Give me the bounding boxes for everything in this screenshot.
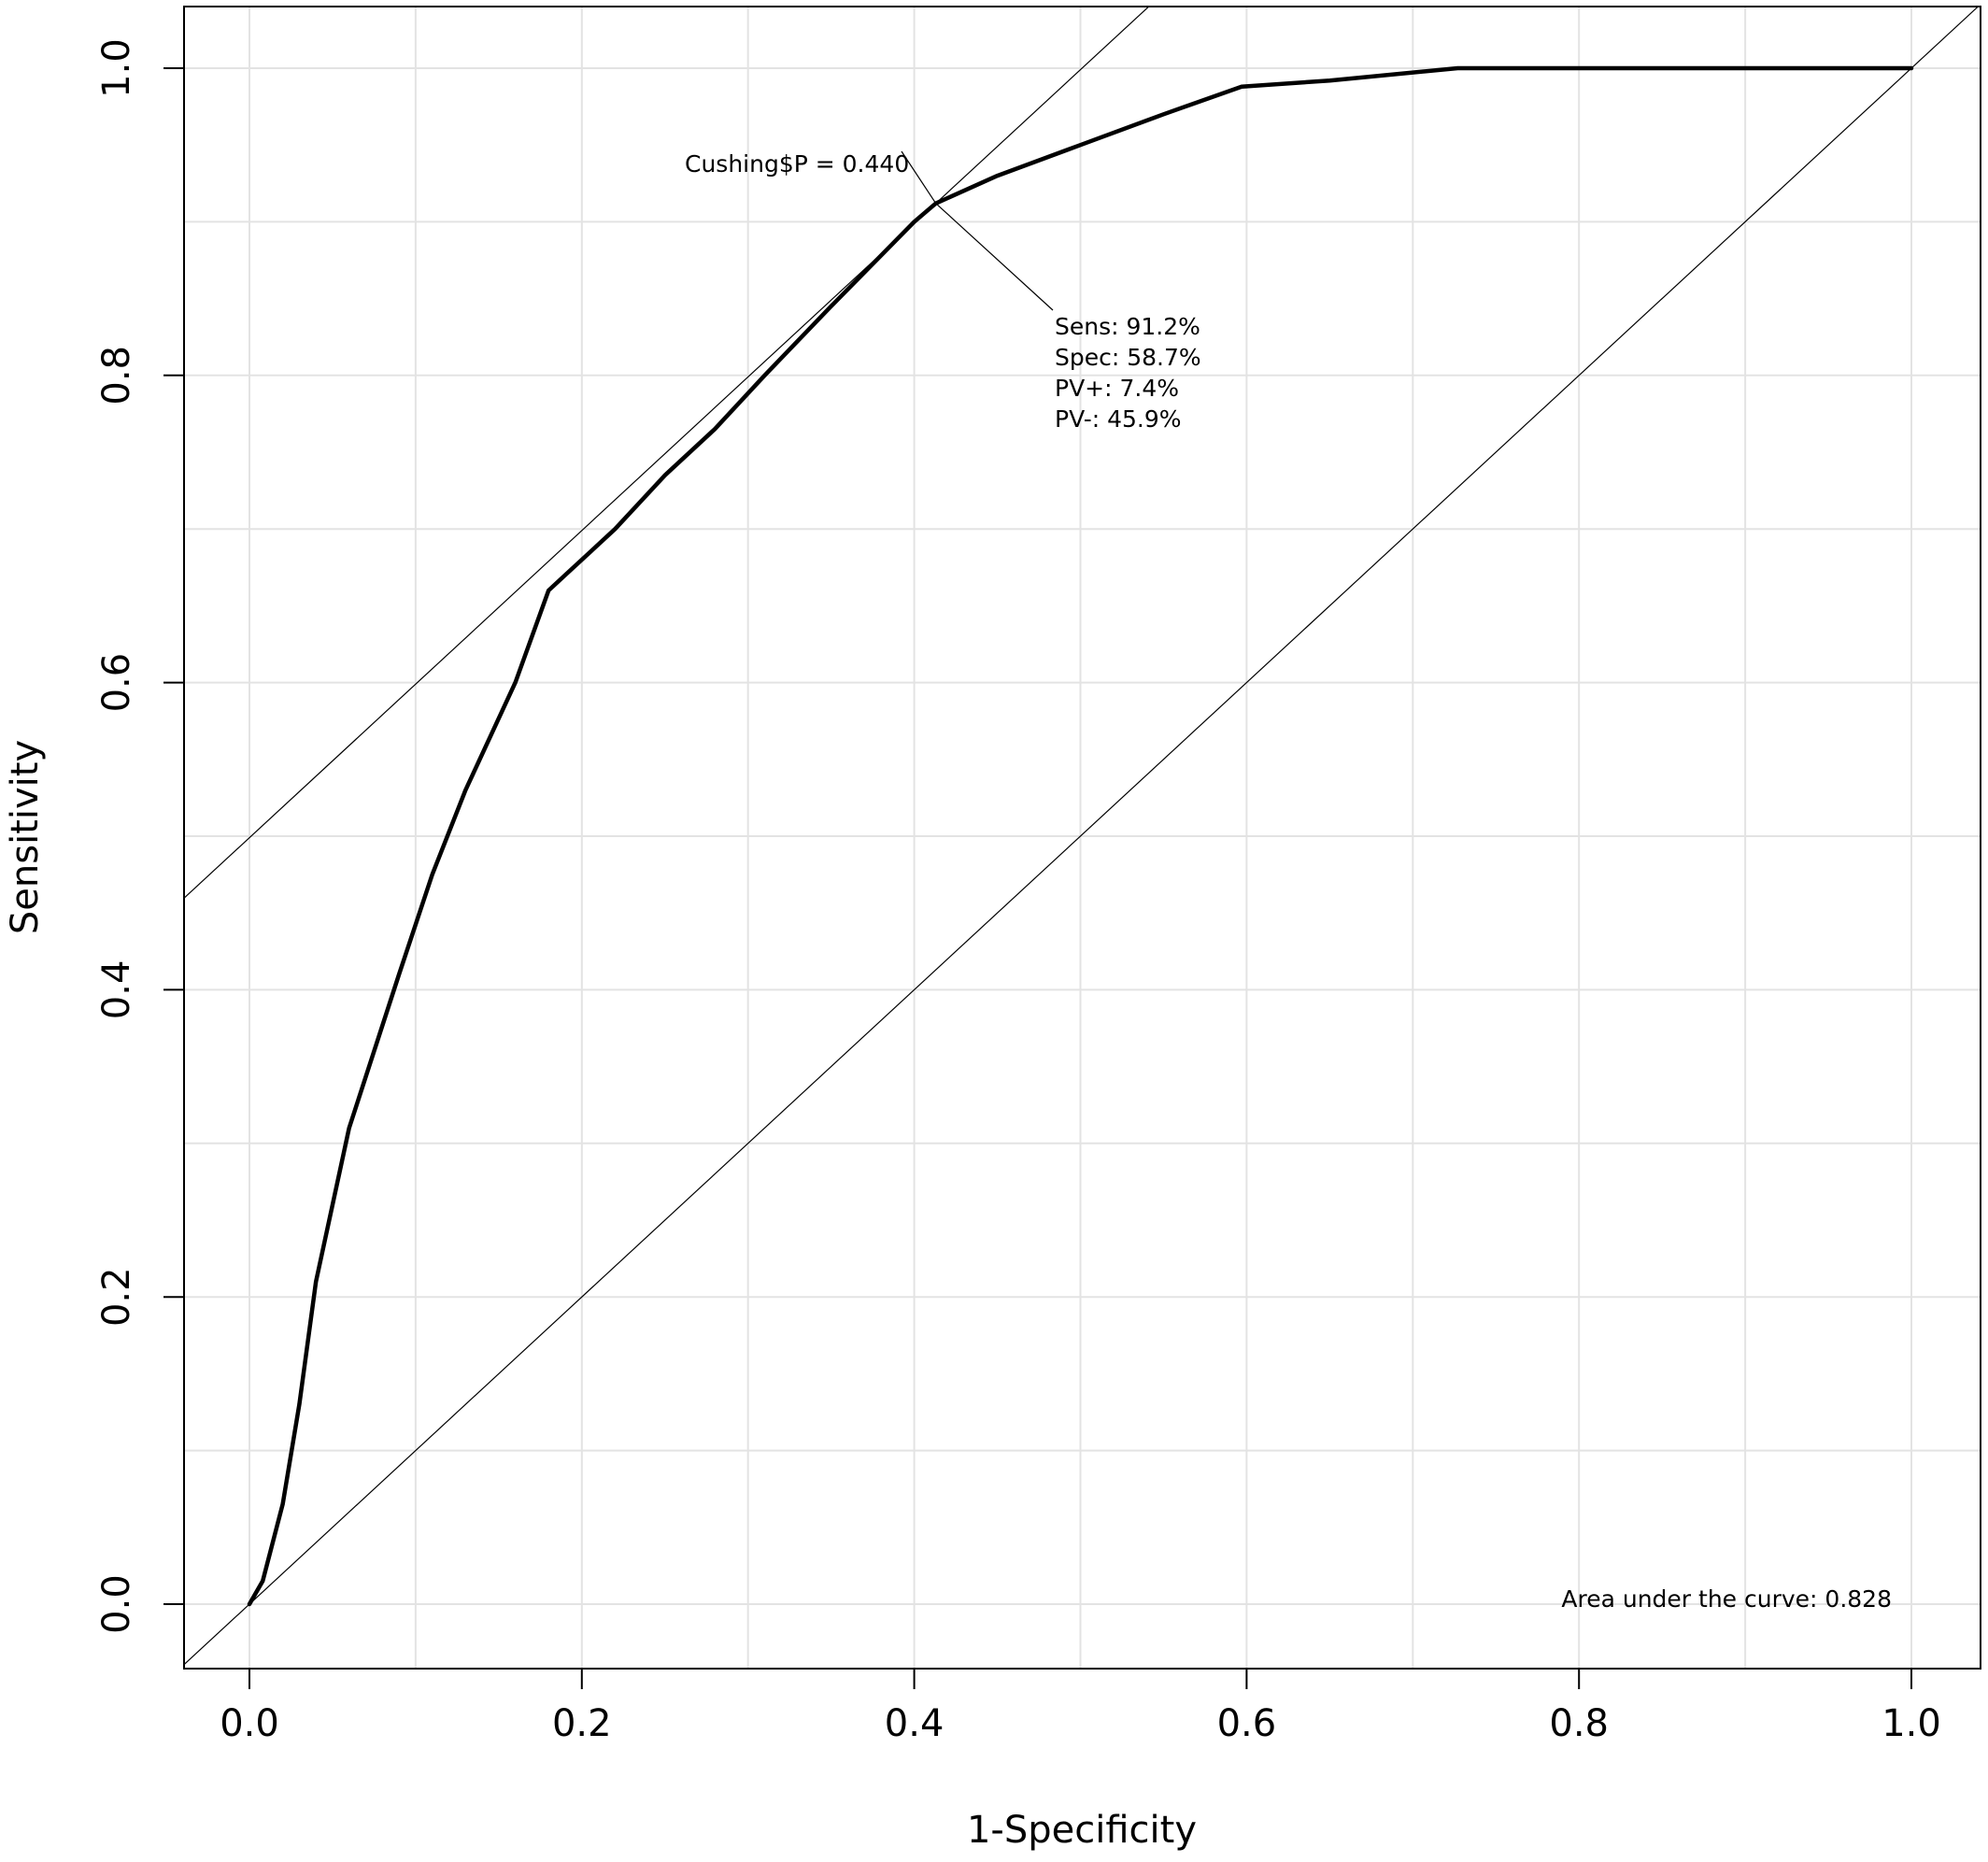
cutoff-label: Cushing$P = 0.440	[685, 150, 909, 178]
plot-border	[183, 6, 1981, 1670]
roc-curve-layer	[247, 65, 1914, 1607]
grid-lines	[184, 7, 1981, 1669]
x-tick-label: 1.0	[1882, 1702, 1941, 1745]
x-tick-label: 0.8	[1549, 1702, 1609, 1745]
y-tick-label: 0.0	[95, 1574, 138, 1634]
tangent-line	[184, 7, 1150, 900]
x-axis-title: 1-Specificity	[967, 1809, 1197, 1852]
x-tick-label: 0.0	[220, 1702, 279, 1745]
stat-sens: Sens: 91.2%	[1055, 313, 1200, 340]
y-tick-label: 1.0	[95, 38, 138, 98]
roc-curve-line	[247, 65, 1914, 1607]
y-axis-title: Sensitivity	[4, 740, 47, 934]
y-tick-label: 0.6	[95, 653, 138, 713]
stats-leader-line	[935, 203, 1054, 311]
cutoff-leader-line	[901, 150, 937, 205]
y-tick-label: 0.8	[95, 346, 138, 405]
reference-lines	[184, 7, 1979, 1666]
x-tick-label: 0.4	[885, 1702, 944, 1745]
stat-pv-minus: PV-: 45.9%	[1055, 405, 1182, 433]
chance-diagonal-line	[184, 7, 1979, 1666]
stat-spec: Spec: 58.7%	[1055, 344, 1201, 371]
y-tick-label: 0.2	[95, 1267, 138, 1327]
x-tick-label: 0.2	[552, 1702, 612, 1745]
y-tick-label: 0.4	[95, 960, 138, 1020]
x-tick-label: 0.6	[1217, 1702, 1277, 1745]
stat-pv-plus: PV+: 7.4%	[1055, 375, 1179, 402]
auc-label: Area under the curve: 0.828	[1561, 1585, 1892, 1613]
axes: 0.0 0.2 0.4 0.6 0.8 1.0 0.0 0.2 0.4 0.6 0.8 1.0	[95, 38, 1941, 1745]
